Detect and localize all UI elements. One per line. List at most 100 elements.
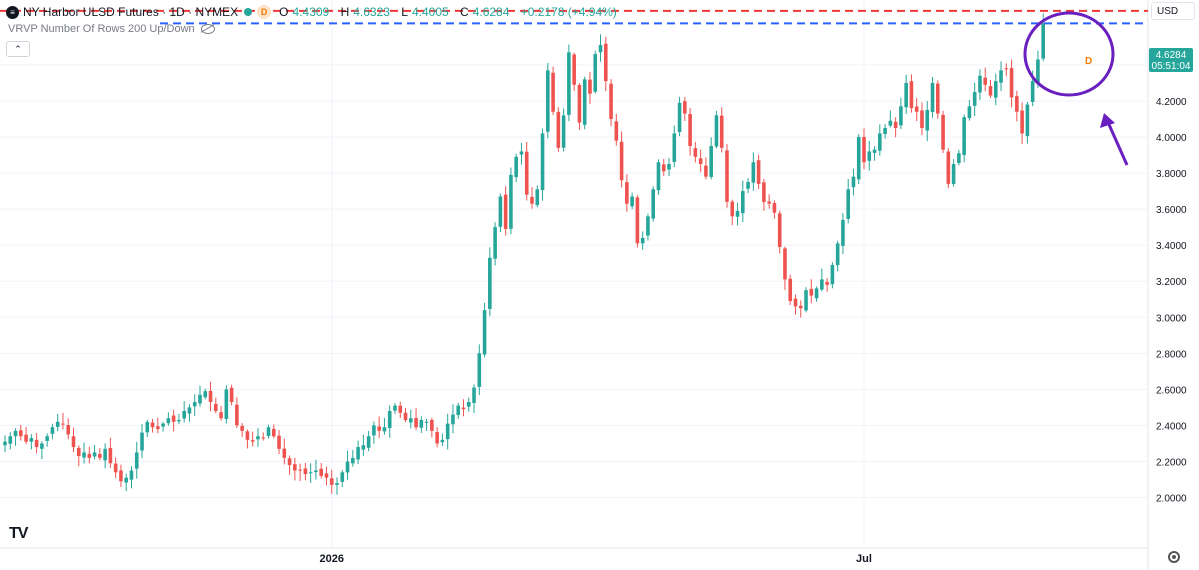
y-tick-label: 3.2000 bbox=[1156, 277, 1187, 288]
high-label: H bbox=[340, 5, 350, 19]
market-status-dot bbox=[244, 8, 253, 16]
candle-body bbox=[935, 83, 940, 114]
candle-body bbox=[203, 391, 208, 398]
currency-selector[interactable]: USD bbox=[1151, 2, 1195, 20]
candle-body bbox=[656, 162, 661, 191]
candle bbox=[187, 404, 192, 422]
y-axis-ticks: 2.0000 2.2000 2.4000 2.6000 2.8000 3.0000 3.20… bbox=[1156, 61, 1187, 505]
candle-body bbox=[603, 43, 608, 82]
candle-body bbox=[87, 453, 92, 458]
candle-body bbox=[245, 431, 250, 440]
candle-body bbox=[661, 164, 666, 172]
low-label: L bbox=[401, 5, 408, 19]
candle-body bbox=[714, 115, 719, 147]
candle bbox=[656, 159, 661, 195]
candle-body bbox=[314, 470, 318, 473]
low-value: 4.4005 bbox=[411, 5, 449, 19]
candle-body bbox=[430, 419, 434, 431]
candle bbox=[387, 405, 392, 438]
candle bbox=[308, 463, 313, 484]
candle bbox=[119, 464, 123, 488]
candle-body bbox=[66, 425, 71, 435]
candle bbox=[219, 405, 223, 421]
candle bbox=[772, 200, 777, 219]
candle bbox=[203, 388, 208, 400]
symbol-title[interactable]: NY Harbor ULSD Futures · 1D · NYMEX bbox=[23, 5, 239, 19]
candle-body bbox=[240, 425, 244, 431]
candle bbox=[640, 231, 645, 250]
candle-body bbox=[488, 257, 492, 309]
delay-badge[interactable]: D bbox=[257, 5, 272, 19]
candle-body bbox=[250, 440, 255, 442]
candle bbox=[714, 111, 719, 149]
candle-body bbox=[293, 464, 297, 471]
candle bbox=[625, 174, 629, 212]
candle bbox=[756, 154, 761, 190]
gear-icon[interactable] bbox=[1168, 551, 1180, 563]
candle bbox=[50, 423, 55, 440]
close-value: 4.6284 bbox=[472, 5, 510, 19]
candle-body bbox=[493, 227, 497, 259]
candle-body bbox=[509, 174, 513, 229]
candle-body bbox=[424, 421, 429, 423]
arrow-shaft bbox=[1105, 119, 1129, 166]
candle-body bbox=[967, 106, 972, 119]
candle-body bbox=[878, 133, 882, 151]
candle-body bbox=[814, 288, 819, 299]
candle-body bbox=[329, 478, 334, 485]
candle bbox=[314, 459, 318, 480]
candle-body bbox=[561, 115, 566, 148]
candle-body bbox=[171, 415, 176, 422]
tradingview-logo[interactable]: TV bbox=[9, 525, 28, 542]
candle-body bbox=[983, 77, 988, 85]
candle-body bbox=[941, 114, 945, 150]
chevron-up-icon[interactable]: ⌃ bbox=[6, 41, 30, 57]
candle bbox=[403, 407, 408, 423]
candle-body bbox=[798, 305, 803, 309]
candle bbox=[661, 158, 666, 176]
candle-body bbox=[788, 278, 793, 302]
candle-body bbox=[551, 72, 555, 112]
candle-body bbox=[772, 202, 777, 213]
candle bbox=[382, 417, 387, 435]
eye-hidden-icon[interactable] bbox=[200, 24, 215, 34]
candle bbox=[909, 74, 914, 113]
candle bbox=[767, 194, 771, 209]
candle bbox=[546, 62, 550, 139]
candle bbox=[1025, 101, 1030, 144]
candle bbox=[577, 83, 582, 130]
candle-body bbox=[50, 427, 55, 434]
candle bbox=[841, 213, 845, 255]
candle bbox=[261, 432, 266, 441]
candle bbox=[835, 240, 840, 272]
candle-body bbox=[841, 219, 845, 246]
candle-body bbox=[925, 109, 930, 131]
candle bbox=[293, 457, 297, 481]
candle bbox=[630, 192, 634, 210]
candle-body bbox=[677, 102, 682, 133]
candle bbox=[972, 82, 977, 117]
candle-body bbox=[609, 83, 613, 119]
candle bbox=[34, 433, 39, 454]
indicator-legend[interactable]: VRVP Number Of Rows 200 Up/Down bbox=[8, 23, 215, 35]
candle-body bbox=[45, 436, 49, 441]
candle-body bbox=[55, 421, 60, 427]
candle bbox=[440, 433, 445, 447]
candle-body bbox=[698, 158, 703, 165]
candle bbox=[851, 168, 856, 196]
candle-body bbox=[582, 79, 587, 125]
candle bbox=[414, 408, 418, 430]
last-price-label: 4.6284 05:51:04 bbox=[1149, 48, 1193, 72]
indicator-label[interactable]: VRVP Number Of Rows 200 Up/Down bbox=[8, 23, 195, 35]
x-grid bbox=[331, 0, 865, 548]
candle bbox=[345, 450, 350, 481]
y-tick-label: 4.0000 bbox=[1156, 133, 1187, 144]
candle-body bbox=[625, 182, 629, 204]
candle bbox=[277, 429, 281, 455]
open-label: O bbox=[279, 5, 289, 19]
candle-body bbox=[546, 70, 550, 132]
candle bbox=[256, 427, 260, 447]
candle bbox=[161, 421, 165, 432]
candles bbox=[3, 13, 1045, 495]
